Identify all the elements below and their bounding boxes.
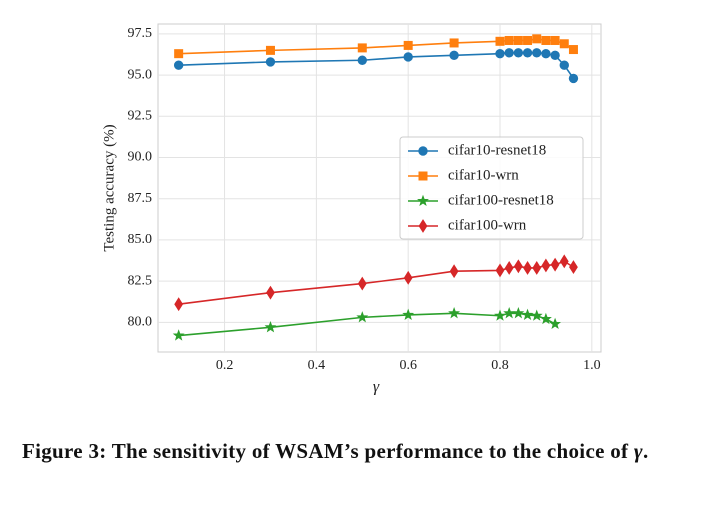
marker [513,48,524,58]
marker [532,34,542,44]
marker [541,258,551,273]
legend-marker [418,146,428,156]
marker [448,307,461,319]
marker [265,45,275,55]
marker [512,307,525,319]
marker [550,35,560,45]
marker [495,48,505,59]
marker [503,307,516,319]
chart: γ Testing accuracy (%) 80.0 82.5 85.0 87.5 9… [101,23,602,396]
x-tick-label: 0.2 [216,358,234,373]
marker [504,261,514,275]
x-tick-label: 0.6 [399,358,417,373]
y-tick-label: 82.5 [128,273,153,288]
marker [521,308,534,320]
marker [539,312,552,325]
y-tick-label: 87.5 [128,191,153,206]
marker [530,309,543,321]
marker [264,321,277,333]
marker [402,308,415,320]
y-tick-label: 85.0 [128,232,153,247]
caption-symbol: γ [633,439,643,463]
marker [541,48,551,59]
marker [449,38,459,48]
marker [550,50,560,61]
marker [403,270,413,285]
marker [494,309,506,321]
caption-end: . [642,439,649,463]
marker [549,317,562,330]
marker [495,36,505,46]
marker [449,264,459,279]
marker [357,43,367,53]
marker [568,73,579,84]
legend-marker [418,171,428,181]
y-axis-label: Testing accuracy (%) [101,124,117,251]
marker [522,48,533,58]
marker [532,48,542,58]
y-tick-label: 95.0 [128,67,153,82]
legend-label: cifar100-resnet18 [448,192,554,208]
marker [495,263,505,278]
x-tick-label: 0.8 [491,358,509,373]
x-tick-label: 1.0 [583,358,601,373]
marker [568,45,578,55]
marker [173,60,184,70]
caption-text: Figure 3: The sensitivity of WSAM’s perf… [22,439,634,463]
marker [449,50,459,61]
legend: cifar10-resnet18 cifar10-wrn cifar100-resn… [399,136,584,240]
marker [559,39,569,49]
marker [550,257,560,272]
marker [504,48,514,58]
marker [356,311,369,323]
marker [357,276,367,291]
x-tick-label: 0.4 [308,358,326,373]
marker [513,259,523,274]
marker [523,35,533,45]
marker [174,297,184,312]
x-axis-label: γ [373,379,380,396]
marker [265,57,276,67]
marker [569,260,578,275]
marker [559,60,569,70]
marker [541,35,551,45]
legend-label: cifar10-wrn [448,167,519,183]
marker [513,35,523,45]
marker [266,285,275,300]
y-tick-label: 90.0 [128,150,153,165]
legend-label: cifar10-resnet18 [448,142,546,158]
marker [532,261,542,275]
y-tick-label: 80.0 [128,315,153,330]
marker [559,254,569,269]
marker [523,261,532,275]
marker [403,52,413,62]
y-tick-label: 92.5 [128,109,153,124]
marker [174,49,184,59]
marker [504,35,514,45]
legend-marker [417,194,429,207]
legend-marker [418,219,428,233]
marker [172,329,185,341]
caption: Figure 3: The sensitivity of WSAM’s perf… [22,436,680,467]
marker [357,55,367,65]
marker [403,40,413,50]
legend-label: cifar100-wrn [448,217,527,233]
legend-box [399,136,584,240]
y-tick-label: 97.5 [128,26,153,41]
